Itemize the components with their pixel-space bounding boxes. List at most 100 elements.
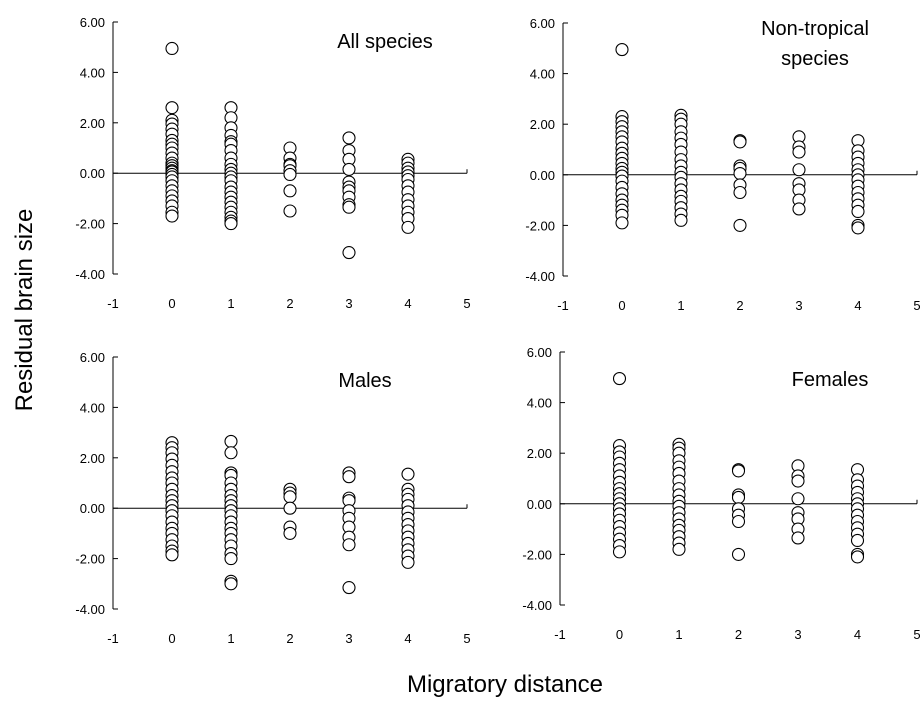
data-point: [342, 200, 356, 214]
y-tick-label: 6.00: [527, 345, 552, 360]
y-tick-label: -4.00: [522, 598, 552, 613]
data-point: [733, 218, 747, 232]
data-point: [165, 548, 179, 562]
data-point: [792, 163, 806, 177]
panel-title: species: [781, 48, 849, 70]
x-tick-label: 0: [618, 298, 625, 313]
x-tick-label: 3: [345, 631, 352, 646]
x-tick-label: 0: [168, 296, 175, 311]
x-tick-label: 2: [286, 296, 293, 311]
x-tick-label: 1: [227, 296, 234, 311]
data-point: [791, 492, 805, 506]
y-tick-label: 6.00: [530, 16, 555, 31]
data-point: [283, 501, 297, 515]
x-tick-label: 4: [404, 296, 411, 311]
y-tick-label: -4.00: [75, 602, 105, 617]
data-point: [731, 514, 746, 529]
x-tick-label: 5: [463, 631, 470, 646]
x-tick-label: 0: [616, 627, 623, 642]
y-tick-label: 0.00: [80, 501, 105, 516]
data-point: [791, 474, 805, 488]
x-tick-label: 5: [463, 296, 470, 311]
data-point: [342, 538, 356, 552]
x-tick-label: -1: [554, 627, 566, 642]
y-tick-label: 0.00: [80, 166, 105, 181]
panel-title: Non-tropical: [761, 18, 869, 40]
data-point: [792, 202, 806, 216]
data-point: [283, 167, 297, 182]
data-point: [792, 145, 806, 159]
x-tick-label: -1: [107, 631, 119, 646]
data-point: [791, 531, 805, 545]
x-tick-label: 4: [854, 627, 861, 642]
data-point: [283, 490, 297, 504]
data-point: [850, 533, 865, 548]
y-tick-label: 6.00: [80, 15, 105, 30]
x-tick-label: 3: [794, 627, 801, 642]
data-point: [283, 526, 297, 540]
data-point: [731, 547, 746, 561]
data-point: [165, 101, 179, 115]
data-point: [342, 581, 356, 595]
data-point: [850, 550, 865, 564]
y-tick-label: -4.00: [75, 267, 105, 282]
data-point: [224, 577, 238, 591]
y-tick-label: 4.00: [530, 67, 555, 82]
x-tick-label: 1: [677, 298, 684, 313]
x-tick-label: 3: [795, 298, 802, 313]
y-tick-label: -2.00: [75, 217, 105, 232]
x-tick-label: 2: [286, 631, 293, 646]
y-tick-label: -2.00: [75, 552, 105, 567]
x-tick-label: 2: [735, 627, 742, 642]
y-tick-label: 2.00: [530, 117, 555, 132]
x-tick-label: -1: [557, 298, 569, 313]
data-point: [342, 246, 356, 260]
data-point: [401, 555, 415, 569]
data-point: [733, 135, 747, 149]
panel-title: Females: [792, 369, 869, 391]
x-tick-label: 1: [227, 631, 234, 646]
y-tick-label: 0.00: [530, 168, 555, 183]
y-tick-label: 2.00: [80, 451, 105, 466]
data-point: [731, 490, 746, 505]
data-point: [674, 213, 688, 227]
y-tick-label: 6.00: [80, 350, 105, 365]
data-point: [224, 434, 238, 448]
x-tick-label: 4: [854, 298, 861, 313]
data-point: [342, 162, 356, 176]
y-tick-label: 0.00: [527, 497, 552, 512]
data-point: [283, 184, 297, 198]
data-point: [165, 41, 179, 56]
data-point: [401, 220, 415, 234]
data-point: [283, 204, 297, 218]
y-tick-label: -2.00: [525, 218, 555, 233]
data-point: [342, 131, 356, 145]
data-point: [615, 43, 629, 57]
data-point: [672, 542, 686, 556]
data-point: [733, 185, 747, 200]
data-point: [342, 470, 356, 484]
y-tick-label: 2.00: [80, 116, 105, 131]
y-tick-label: -2.00: [522, 547, 552, 562]
data-point: [165, 209, 179, 223]
data-point: [615, 216, 629, 230]
y-tick-label: 2.00: [527, 446, 552, 461]
data-point: [612, 372, 627, 386]
data-point: [731, 464, 746, 478]
data-point: [612, 545, 627, 559]
data-point: [224, 552, 238, 566]
x-tick-label: 0: [168, 631, 175, 646]
y-tick-label: 4.00: [527, 396, 552, 411]
data-point: [851, 221, 865, 235]
panel-title: All species: [337, 31, 433, 53]
data-point: [851, 204, 865, 219]
data-point: [401, 467, 415, 481]
data-point: [224, 446, 238, 460]
data-point: [224, 217, 238, 231]
x-tick-label: 3: [345, 296, 352, 311]
y-axis-label: Residual brain size: [11, 209, 38, 412]
x-tick-label: 5: [913, 298, 920, 313]
y-tick-label: -4.00: [525, 269, 555, 284]
panel-title: Males: [338, 370, 391, 392]
